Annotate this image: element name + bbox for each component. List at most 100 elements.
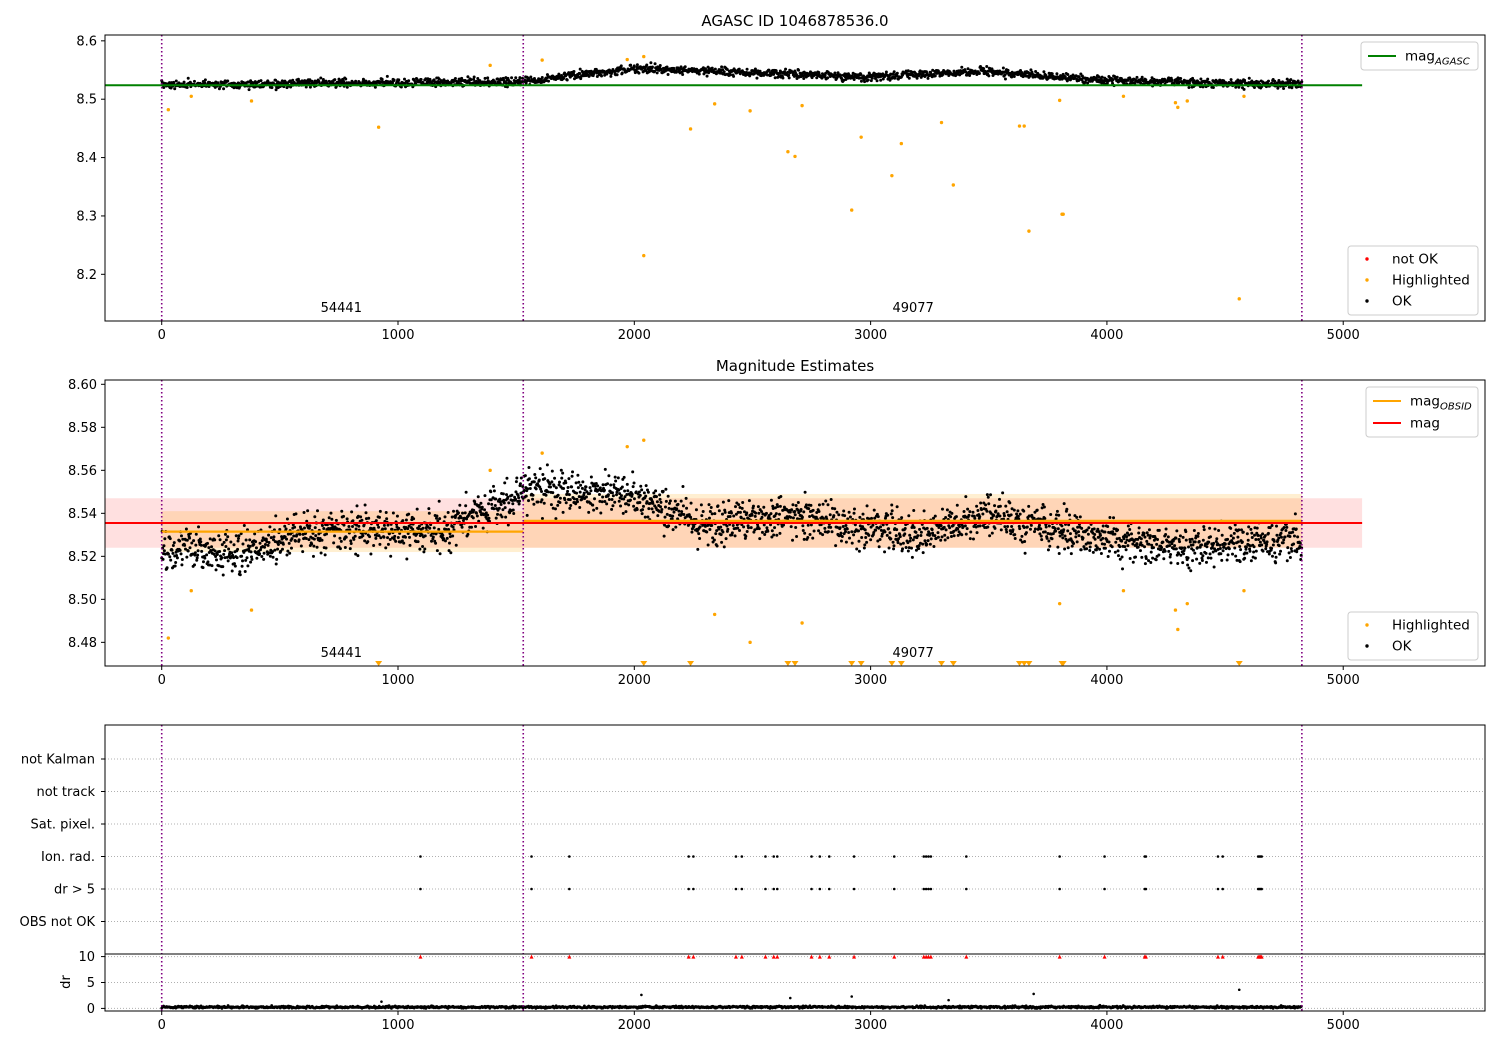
ok-point	[568, 506, 572, 510]
ok-point	[1274, 555, 1278, 559]
ok-point	[393, 534, 397, 538]
ok-point	[333, 78, 337, 82]
ok-point	[173, 87, 177, 91]
ok-point	[1008, 529, 1012, 533]
ok-point	[639, 484, 643, 488]
ok-point	[198, 537, 202, 541]
ok-point	[576, 473, 580, 477]
ok-point	[1062, 528, 1066, 532]
ok-point	[514, 497, 518, 501]
ok-point	[645, 500, 649, 504]
ok-point	[1259, 534, 1263, 538]
ok-point	[529, 482, 533, 486]
ok-point	[483, 76, 487, 80]
ok-point	[1010, 507, 1014, 511]
ok-point	[659, 510, 663, 514]
ok-point	[715, 544, 719, 548]
ok-point	[343, 546, 347, 550]
ok-point	[451, 534, 455, 538]
ok-point	[1265, 542, 1269, 546]
ok-point	[1232, 542, 1236, 546]
ok-point	[272, 535, 276, 539]
highlighted-point	[1242, 94, 1246, 98]
ok-point	[870, 516, 874, 520]
ok-point	[1277, 544, 1281, 548]
ok-point	[244, 558, 248, 562]
ok-point	[1049, 513, 1053, 517]
ok-point	[1156, 537, 1160, 541]
ok-point	[1027, 504, 1031, 508]
ok-point	[939, 538, 943, 542]
ok-point	[1097, 530, 1101, 534]
ok-point	[1237, 528, 1241, 532]
ok-point	[1121, 567, 1125, 571]
ok-point	[811, 536, 815, 540]
ok-point	[681, 504, 685, 508]
obsid-label: 49077	[892, 301, 933, 316]
legend-label: OK	[1392, 639, 1413, 655]
panel-agasc-frame	[104, 34, 1486, 322]
ok-point	[220, 543, 224, 547]
ok-point	[978, 515, 982, 519]
offscale-marker	[848, 661, 856, 666]
ok-point	[778, 504, 782, 508]
ok-point	[1292, 534, 1296, 538]
ok-point	[427, 511, 431, 515]
ok-point	[689, 515, 693, 519]
ok-point	[1187, 81, 1191, 85]
ok-point	[653, 69, 657, 73]
x-axis-mag: 0 1000 2000 3000 4000 5000	[158, 666, 1360, 688]
ok-point	[417, 524, 421, 528]
ok-point	[767, 514, 771, 518]
ok-point	[1298, 541, 1302, 545]
ok-point	[1166, 535, 1170, 539]
ok-point	[1292, 542, 1296, 546]
flag-gridlines	[105, 758, 1485, 1009]
ok-point	[742, 525, 746, 529]
ok-point	[1184, 530, 1188, 534]
ok-point	[747, 526, 751, 530]
panel-mag-estimates-title: Magnitude Estimates	[716, 357, 874, 375]
highlighted-point	[540, 58, 544, 62]
ok-point	[411, 527, 415, 531]
highlighted-point	[1121, 589, 1126, 593]
ok-point	[588, 486, 592, 490]
ok-point	[474, 524, 478, 528]
ok-point	[725, 68, 729, 72]
ok-point	[565, 78, 569, 82]
ok-point	[166, 552, 170, 556]
ok-point	[710, 66, 714, 70]
ok-point	[540, 489, 544, 493]
ok-point	[267, 533, 271, 537]
offscale-markers-mag	[375, 661, 1243, 666]
ok-point	[732, 514, 736, 518]
ok-point	[1126, 544, 1130, 548]
highlighted-points-mag	[166, 438, 1246, 645]
ok-point	[932, 544, 936, 548]
ok-point	[635, 63, 639, 67]
ok-point	[858, 515, 862, 519]
ok-point	[1100, 75, 1104, 79]
ok-point	[909, 546, 913, 550]
ok-point	[351, 524, 355, 528]
ok-point	[1113, 532, 1117, 536]
ok-point	[1002, 514, 1006, 518]
ok-point	[527, 465, 531, 469]
ok-point	[842, 509, 846, 513]
ok-point	[869, 525, 873, 529]
ok-point	[582, 491, 586, 495]
ok-point	[388, 537, 392, 541]
ok-point	[415, 532, 419, 536]
ok-point	[273, 548, 277, 552]
ok-point	[567, 493, 571, 497]
ok-point	[801, 524, 805, 528]
ok-point	[587, 510, 591, 514]
ok-point	[554, 517, 558, 521]
ok-point	[543, 477, 547, 481]
ok-point	[999, 528, 1003, 532]
ok-point	[646, 488, 650, 492]
ok-point	[278, 528, 282, 532]
ok-point	[848, 515, 852, 519]
ok-point	[1129, 532, 1133, 536]
ok-point	[175, 556, 179, 560]
